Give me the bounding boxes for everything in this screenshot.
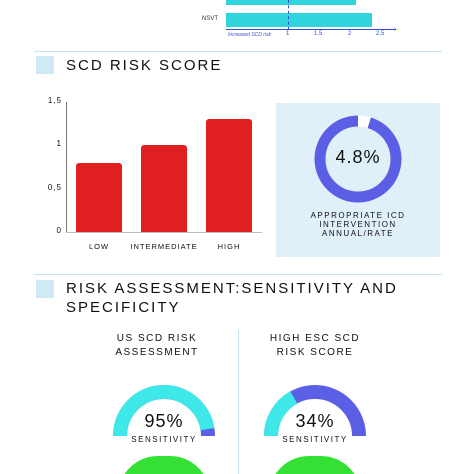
icd-ring [314,115,402,203]
gauge-heading-esc-line-2: RISK SCORE [276,347,354,358]
gauge-esc-fill [264,391,298,437]
section-marker-2 [36,280,54,298]
icd-percent-label: 4.8% [335,147,381,167]
x-tick-label: INTERMEDIATE [130,242,198,251]
gauge-us-metric: SENSITIVITY [131,435,197,444]
nsvt-row-label: NSVT [202,16,219,22]
scd-section-title: SCD RISK SCORE [66,57,223,74]
x-tick-label: LOW [88,242,110,251]
icd-caption-line-3: ANNUAL/RATE [322,229,394,238]
risk-section-title-line-1: RISK ASSESSMENT:SENSITIVITY AND [66,280,398,297]
section-marker [36,56,54,74]
section-divider-2 [34,274,442,275]
gauge-esc-bottom [269,456,361,474]
bar-intermediate [141,145,187,232]
gauge-esc-metric: SENSITIVITY [282,435,348,444]
gauge-heading-esc: HIGH ESC SCD RISK SCORE [250,332,380,360]
y-axis-line [66,102,67,233]
icd-ring-fill [314,115,402,203]
top-bar-upper [226,0,356,5]
gauge-us-bottom [118,456,210,474]
bar-high [206,119,252,232]
y-tick-label: 1 [56,139,62,149]
icd-caption: APPROPRIATE ICD INTERVENTION ANNUAL/RATE [276,211,440,238]
icd-caption-line-2: INTERVENTION [319,220,397,229]
x-axis-line [66,232,262,233]
top-axis-arrow: › [394,26,397,33]
icd-caption-line-1: APPROPRIATE ICD [310,211,406,220]
gauge-us-value: 95% [144,411,184,431]
top-tick-2-5: 2.5 [376,31,385,37]
risk-section-title-line-2: SPECIFICITY [66,299,181,316]
bar-chart: 0 0,5 1 1,5 LOW INTERMEDIATE HIGH [30,92,270,254]
gauge-us [113,385,215,437]
gauge-esc-value: 34% [295,411,335,431]
section-divider [34,51,442,52]
y-tick-label: 1,5 [47,96,62,105]
top-tick-1-5: 1.5 [314,31,323,37]
icd-card: 4.8% APPROPRIATE ICD INTERVENTION ANNUAL… [276,103,440,257]
top-tick-2: 2 [348,31,352,37]
gauge-heading-esc-line-1: HIGH ESC SCD [269,333,361,344]
top-tick-1: 1 [286,31,290,37]
y-tick-label: 0 [56,226,62,235]
gauge-esc [264,385,366,437]
gauge-divider [238,330,239,474]
gauge-heading-us: US SCD RISK ASSESSMENT [92,332,222,360]
y-tick-label: 0,5 [47,182,62,192]
gauge-heading-us-line-2: ASSESSMENT [115,347,199,358]
top-axis-caption: Increased SCD risk [228,32,272,38]
top-strip: NSVT › Increased SCD risk 1 1.5 2 2.5 [0,0,474,44]
top-bar-nsvt [226,13,372,27]
x-tick-label: HIGH [217,242,241,251]
gauge-heading-us-line-1: US SCD RISK [116,333,198,344]
top-axis-line [226,29,396,30]
reference-line [288,0,289,30]
gauge-us-fill [113,385,215,437]
bar-low [76,162,122,232]
